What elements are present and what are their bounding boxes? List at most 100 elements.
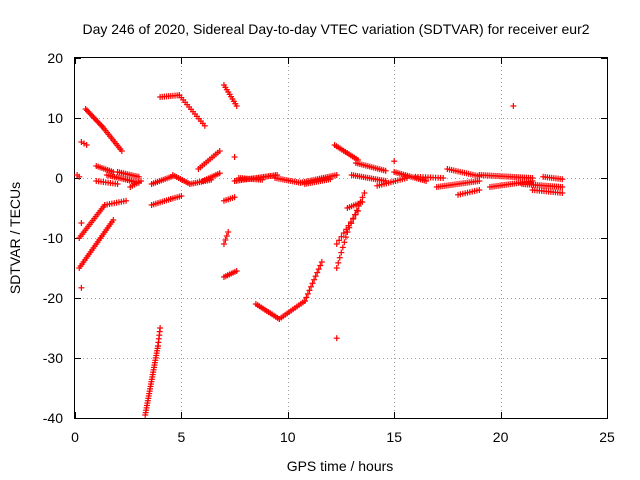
y-tick-label: 10: [47, 110, 63, 126]
data-point: [339, 244, 346, 251]
data-point: [110, 217, 117, 223]
data-point: [344, 229, 351, 235]
x-tick-label: 10: [280, 429, 296, 445]
data-point: [233, 268, 240, 274]
data-point: [350, 216, 357, 222]
data-point: [333, 335, 340, 342]
data-point: [114, 181, 121, 187]
data-point: [90, 114, 97, 121]
data-point: [220, 241, 227, 247]
data-point: [327, 176, 334, 183]
data-point: [97, 121, 104, 128]
plot-frame: [74, 57, 608, 419]
data-point: [259, 176, 266, 183]
chart-title: Day 246 of 2020, Sidereal Day-to-day VTE…: [82, 21, 589, 37]
data-point: [317, 262, 324, 269]
data-point: [343, 226, 350, 233]
y-tick-label: 0: [55, 170, 63, 186]
data-point: [301, 298, 308, 304]
data-point: [83, 107, 90, 114]
data-point: [222, 237, 229, 243]
data-point: [333, 265, 340, 271]
data-point: [315, 266, 322, 273]
y-tick-label: -20: [43, 290, 63, 306]
data-point: [231, 194, 238, 201]
y-axis: -40 -30 -20 -10 0 10 20: [43, 50, 607, 426]
data-point: [87, 111, 94, 118]
data-point: [118, 148, 125, 154]
x-tick-label: 15: [386, 429, 402, 445]
data-point: [348, 220, 355, 227]
data-point: [476, 187, 483, 193]
data-point: [336, 254, 343, 261]
data-series: [74, 82, 566, 418]
data-point: [338, 249, 345, 256]
data-point: [359, 199, 366, 205]
data-point: [333, 172, 340, 178]
data-point: [382, 167, 389, 174]
data-point: [225, 229, 232, 235]
data-point: [340, 230, 347, 236]
data-point: [94, 118, 101, 125]
data-point: [312, 273, 319, 280]
data-point: [135, 173, 142, 180]
data-point: [559, 184, 566, 190]
data-point: [123, 197, 130, 204]
data-point: [233, 103, 240, 109]
data-point: [76, 173, 83, 180]
data-point: [223, 233, 230, 239]
data-point: [82, 106, 89, 112]
y-tick-label: 20: [47, 50, 63, 66]
data-point: [86, 110, 93, 117]
x-axis: 0 5 10 15 20 25: [71, 58, 615, 445]
data-point: [303, 294, 310, 301]
x-tick-label: 25: [599, 429, 615, 445]
data-point: [336, 237, 343, 244]
data-point: [351, 211, 358, 218]
data-point: [529, 178, 536, 184]
data-point: [559, 176, 566, 183]
data-point: [201, 122, 208, 129]
data-point: [314, 269, 321, 276]
y-tick-label: -30: [43, 350, 63, 366]
data-point: [93, 117, 100, 124]
data-point: [216, 148, 223, 154]
data-point: [341, 239, 348, 246]
data-point: [78, 284, 85, 291]
data-point: [98, 122, 105, 129]
data-point: [85, 108, 92, 115]
data-point: [309, 280, 316, 287]
data-point: [157, 325, 164, 331]
x-tick-label: 0: [71, 429, 79, 445]
data-point: [559, 190, 566, 196]
data-point: [333, 241, 340, 247]
data-point: [78, 220, 85, 226]
data-point: [231, 154, 238, 160]
data-point: [216, 170, 223, 177]
data-point: [311, 276, 318, 283]
data-point: [89, 112, 96, 119]
data-point: [338, 233, 345, 240]
x-axis-label: GPS time / hours: [287, 458, 394, 474]
x-tick-label: 20: [493, 429, 509, 445]
data-point: [335, 259, 342, 266]
data-point: [361, 190, 368, 196]
data-point: [355, 208, 362, 214]
data-point: [346, 224, 353, 231]
x-tick-label: 5: [178, 429, 186, 445]
data-point: [440, 175, 447, 181]
data-point: [353, 207, 360, 214]
data-point: [318, 259, 325, 265]
data-point: [178, 193, 185, 199]
y-tick-label: -40: [43, 410, 63, 426]
data-point: [137, 178, 144, 184]
data-point: [91, 115, 98, 122]
data-point: [304, 290, 311, 297]
data-point: [95, 119, 102, 126]
data-point: [306, 287, 313, 294]
data-point: [308, 283, 315, 290]
y-axis-label: SDTVAR / TECUs: [7, 182, 23, 294]
data-point: [391, 158, 398, 165]
y-tick-label: -10: [43, 230, 63, 246]
